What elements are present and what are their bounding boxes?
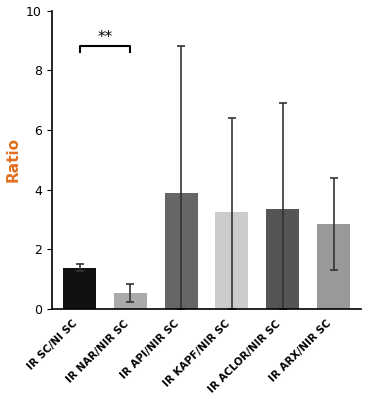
- Bar: [317, 224, 350, 309]
- Y-axis label: Ratio: Ratio: [6, 137, 21, 182]
- Bar: [63, 268, 96, 309]
- Bar: [114, 293, 147, 309]
- Bar: [215, 212, 248, 309]
- Bar: [165, 192, 198, 309]
- Bar: [266, 209, 299, 309]
- Text: **: **: [97, 30, 113, 45]
